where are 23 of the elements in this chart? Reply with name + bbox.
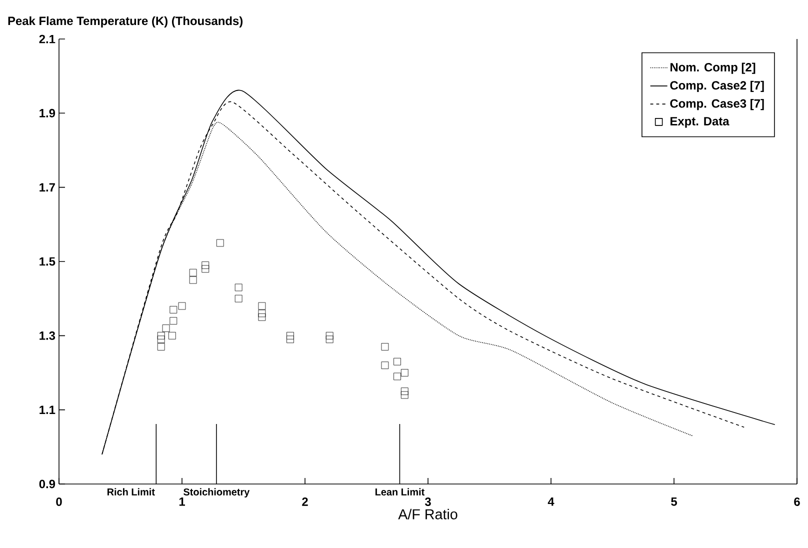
y-tick-label: 2.1 [39,34,56,44]
legend-label: Nom. Comp [2] [670,62,756,74]
ref-line-label: Stoichiometry [184,488,250,498]
x-tick-label: 6 [794,497,800,506]
y-tick-label: 1.9 [40,108,56,118]
chart-title: Peak Flame Temperature (K) (Thousands) [8,16,243,28]
ref-line-label: Rich Limit [107,488,155,496]
y-tick-label: 1.7 [40,183,55,192]
legend-label: Comp. Case2 [7] [670,80,764,92]
y-tick-label: 1.3 [40,331,56,340]
y-tick-label: 0.9 [39,480,56,488]
legend-label: Comp. Case3 [7] [670,98,764,110]
y-tick-label: 1.5 [40,257,56,266]
x-tick-label: 3 [424,497,431,506]
x-tick-label: 1 [179,497,185,506]
legend-label: Expt. Data [670,117,730,128]
x-tick-label: 4 [548,497,554,506]
ref-line-label: Lean Limit [375,488,424,496]
x-tick-label: 2 [302,497,308,506]
y-tick-label: 1.1 [40,406,56,414]
x-tick-label: 0 [56,497,62,506]
x-tick-label: 5 [671,497,677,506]
x-axis-title: A/F Ratio [398,508,458,520]
